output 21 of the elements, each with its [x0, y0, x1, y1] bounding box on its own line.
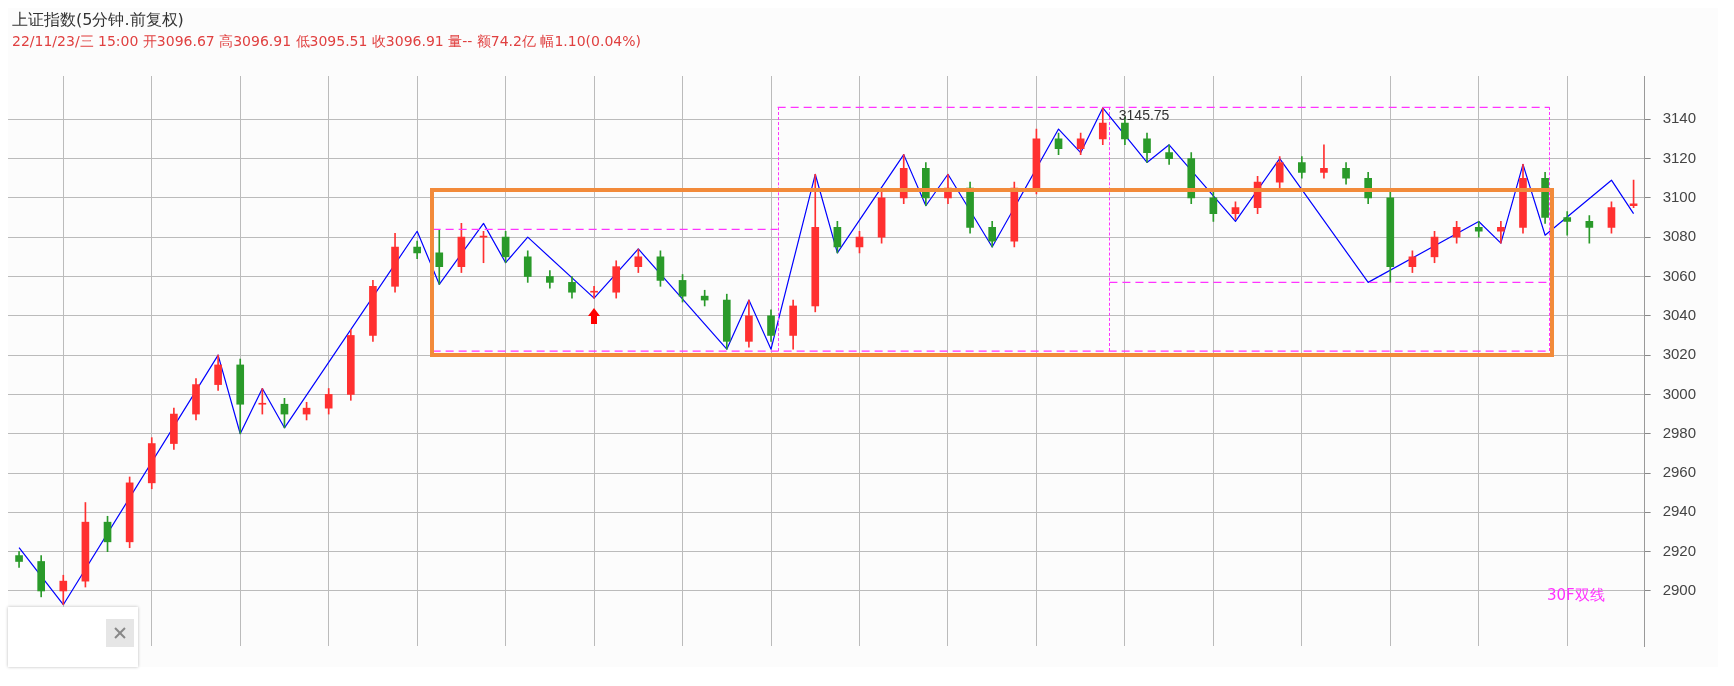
- y-tick-label: 2960: [1662, 463, 1697, 481]
- annotation: 3145.75: [1118, 106, 1170, 123]
- candlestick: [590, 285, 598, 299]
- chart-subtitle: 22/11/23/三 15:00 开3096.67 高3096.91 低3095.51 收3096.91 量-- 额74.2亿 幅1.10(0.04%): [11, 33, 642, 51]
- y-tick-label: 3020: [1662, 345, 1697, 363]
- y-tick-label: 3100: [1662, 188, 1697, 205]
- y-tick-label: 3000: [1662, 384, 1697, 402]
- y-tick-label: 3040: [1662, 305, 1697, 323]
- y-tick-label: 3060: [1662, 266, 1697, 284]
- y-tick-label: 2980: [1662, 423, 1697, 441]
- y-tick-label: 3120: [1662, 148, 1697, 166]
- candlestick: [1563, 211, 1572, 236]
- y-tick-label: 3080: [1662, 227, 1697, 245]
- candlestick: [1320, 144, 1328, 179]
- annotation: 30F双线: [1546, 586, 1605, 605]
- y-tick-label: 2900: [1662, 581, 1697, 599]
- y-tick-label: 2940: [1662, 502, 1697, 520]
- chart-title: 上证指数(5分钟.前复权): [11, 9, 185, 31]
- y-tick-label: 3140: [1662, 109, 1697, 127]
- y-tick-label: 2920: [1662, 541, 1697, 559]
- candlestick: [1497, 221, 1505, 244]
